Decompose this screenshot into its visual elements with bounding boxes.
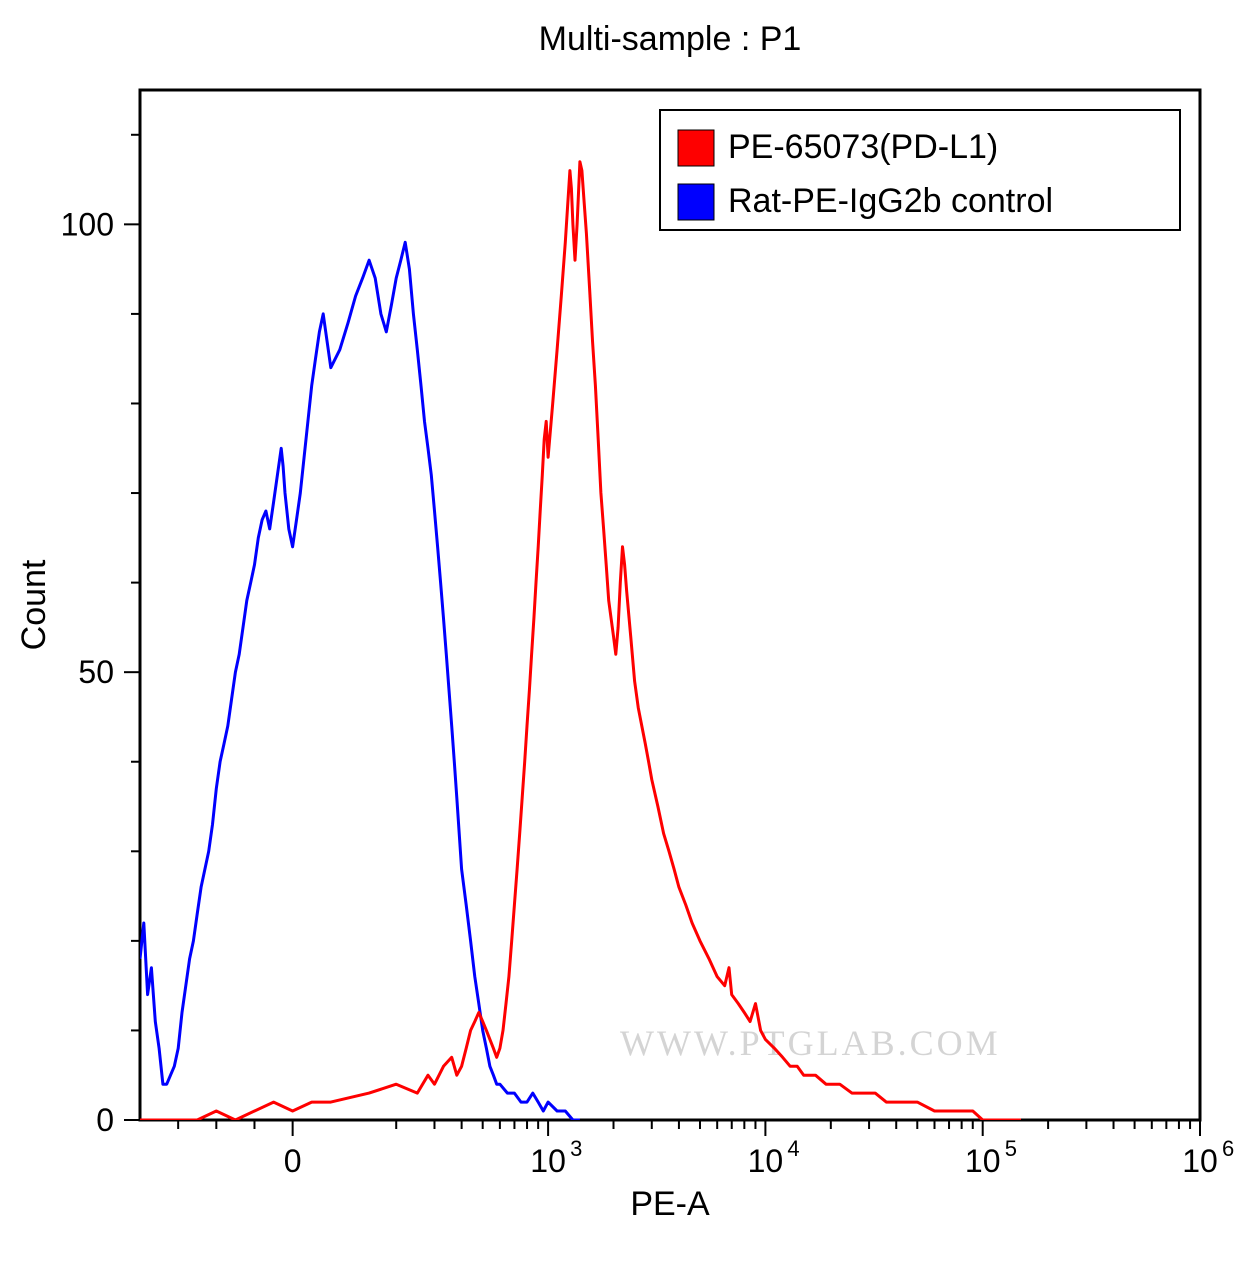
chart-title: Multi-sample : P1: [539, 20, 802, 58]
chart-container: Multi-sample : P1050100Count010310410510…: [0, 0, 1234, 1262]
legend-swatch: [678, 130, 714, 166]
y-tick-label: 0: [96, 1102, 114, 1138]
x-tick-exp: 3: [570, 1136, 582, 1161]
x-tick-exp: 6: [1222, 1136, 1234, 1161]
x-tick-label: 10: [1182, 1143, 1218, 1179]
flow-cytometry-chart: Multi-sample : P1050100Count010310410510…: [0, 0, 1234, 1262]
legend-swatch: [678, 184, 714, 220]
y-tick-label: 50: [78, 654, 114, 690]
x-tick-exp: 4: [787, 1136, 799, 1161]
series-control: [140, 242, 580, 1120]
legend-label: Rat-PE-IgG2b control: [728, 182, 1053, 220]
x-tick-exp: 5: [1005, 1136, 1017, 1161]
y-tick-label: 100: [61, 206, 114, 242]
x-tick-label: 10: [530, 1143, 566, 1179]
x-tick-label: 0: [284, 1143, 302, 1179]
watermark: WWW.PTGLAB.COM: [620, 1023, 1001, 1063]
x-axis-label: PE-A: [630, 1185, 710, 1223]
series-pdl1: [140, 162, 1021, 1120]
x-tick-label: 10: [748, 1143, 784, 1179]
y-axis-label: Count: [15, 559, 53, 650]
x-tick-label: 10: [965, 1143, 1001, 1179]
legend-label: PE-65073(PD-L1): [728, 128, 998, 166]
plot-border: [140, 90, 1200, 1120]
